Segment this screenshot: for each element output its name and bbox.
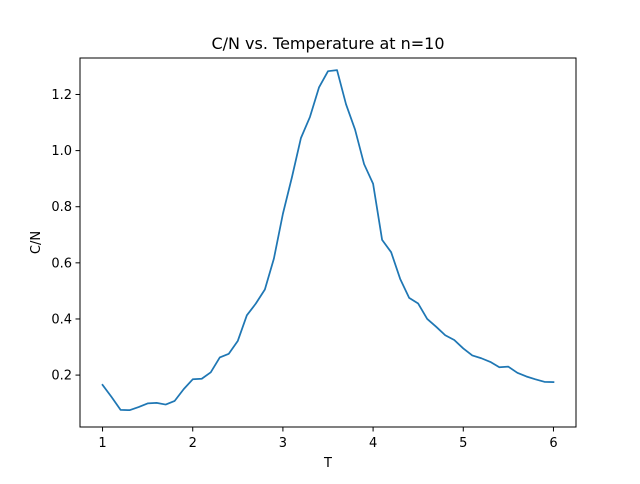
y-tick-label: 0.6 [51,256,72,271]
plot-frame [79,57,577,428]
y-tick-label: 1.0 [51,144,72,159]
x-tick-label: 1 [98,436,106,451]
x-tick-label: 2 [189,436,197,451]
x-axis-label: T [323,456,332,471]
x-tick-label: 4 [369,436,377,451]
y-axis: 0.2 0.4 0.6 0.8 1.0 1.2 [51,88,80,384]
y-tick-label: 0.4 [51,312,72,327]
y-axis-label: C/N [29,231,44,254]
plot-area [79,57,577,428]
y-tick-label: 1.2 [51,88,72,103]
series-line-0 [101,69,555,412]
y-tick-label: 0.2 [51,369,72,384]
plot-background [80,58,576,427]
x-tick-label: 6 [549,436,557,451]
x-axis: 1 2 3 4 5 6 [98,427,558,451]
y-tick-label: 0.8 [51,200,72,215]
chart-title: C/N vs. Temperature at n=10 [211,34,444,53]
x-tick-label: 3 [279,436,287,451]
x-tick-label: 5 [459,436,467,451]
series-layer [101,69,555,412]
